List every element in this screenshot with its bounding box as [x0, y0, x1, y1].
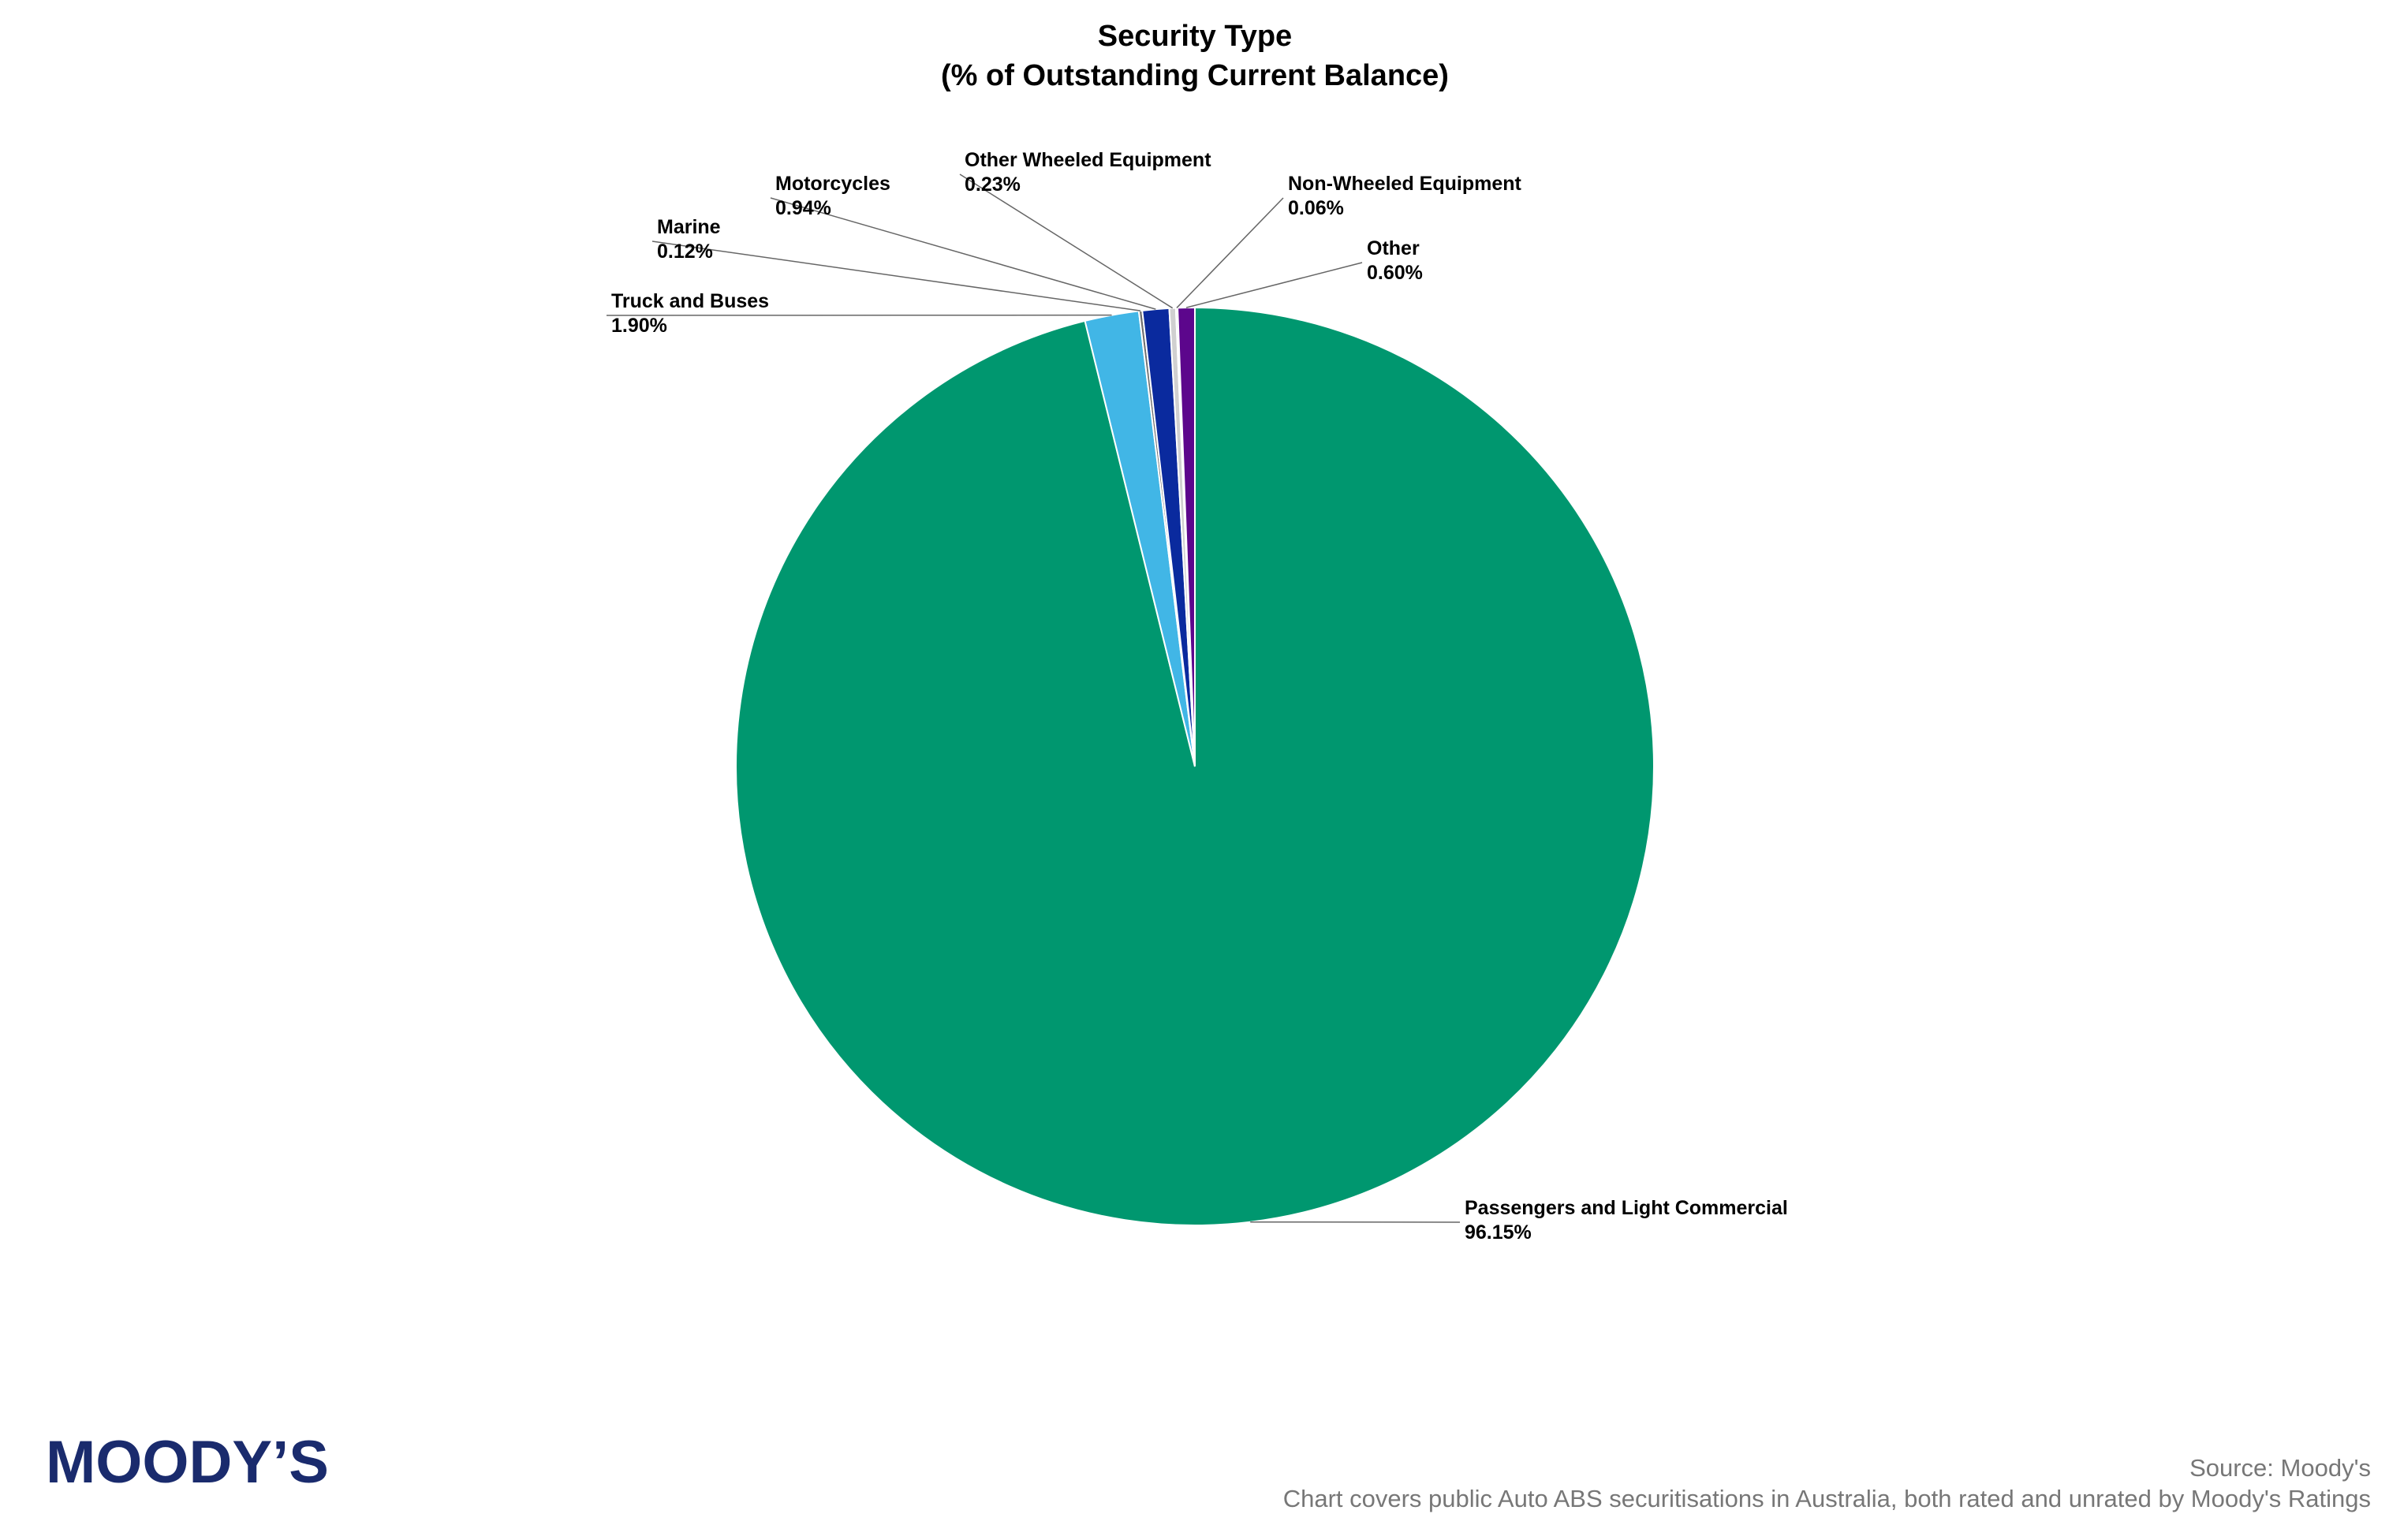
data-label-value: 0.94% [775, 197, 831, 219]
data-label-value: 1.90% [611, 315, 667, 337]
chart-subtitle: (% of Outstanding Current Balance) [941, 59, 1449, 92]
data-label-name: Other Wheeled Equipment [965, 149, 1211, 171]
logo: MOODY’S [46, 1429, 329, 1496]
data-label-value: 0.23% [965, 173, 1021, 196]
data-label-value: 96.15% [1465, 1221, 1532, 1244]
leader-line [1186, 263, 1362, 308]
data-label-name: Passengers and Light Commercial [1465, 1197, 1788, 1219]
data-label-name: Non-Wheeled Equipment [1288, 173, 1522, 195]
data-label-name: Other [1367, 237, 1420, 259]
data-label-value: 0.12% [657, 241, 713, 263]
source: Source: Moody's [2189, 1454, 2371, 1482]
data-label-value: 0.06% [1288, 197, 1344, 219]
leader-line [1177, 198, 1283, 308]
chart-title: Security Type [1098, 20, 1292, 53]
data-label-name: Motorcycles [775, 173, 890, 195]
data-label-value: 0.60% [1367, 262, 1423, 284]
data-label-name: Marine [657, 216, 721, 238]
note: Chart covers public Auto ABS securitisat… [1283, 1485, 2371, 1512]
data-label-name: Truck and Buses [611, 290, 769, 312]
